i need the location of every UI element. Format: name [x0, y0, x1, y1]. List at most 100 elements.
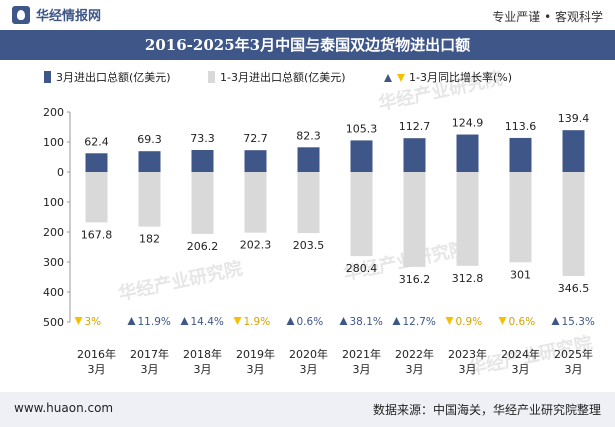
growth-label: 15.3% — [562, 316, 595, 328]
data-label-monthly: 69.3 — [137, 133, 162, 146]
data-label-cumulative: 182 — [139, 233, 160, 246]
data-label-cumulative: 316.2 — [399, 273, 431, 286]
growth-label: 1.9% — [244, 316, 271, 328]
data-label-cumulative: 346.5 — [558, 282, 590, 295]
data-label-cumulative: 312.8 — [452, 272, 484, 285]
data-label-monthly: 72.7 — [243, 132, 268, 145]
growth-label: 14.4% — [191, 316, 224, 328]
bar-cumulative — [456, 172, 479, 266]
growth-down-triangle-icon — [233, 317, 242, 325]
top-bar: 华经情报网 专业严谨 • 客观科学 — [0, 0, 615, 28]
growth-label: 38.1% — [350, 316, 383, 328]
growth-down-triangle-icon — [445, 317, 454, 325]
data-label-cumulative: 206.2 — [187, 240, 219, 253]
x-tick-label-month: 3月 — [459, 363, 477, 376]
x-tick-label-month: 3月 — [194, 363, 212, 376]
legend-swatch-monthly — [44, 71, 51, 83]
growth-label: 0.6% — [297, 316, 324, 328]
tagline: 专业严谨 • 客观科学 — [492, 10, 603, 24]
bar-monthly — [509, 137, 532, 172]
bar-cumulative — [562, 172, 585, 276]
y-tick-label: 100 — [43, 196, 64, 209]
data-label-monthly: 139.4 — [558, 112, 590, 125]
growth-down-triangle-icon — [498, 317, 507, 325]
legend-label-monthly: 3月进出口总额(亿美元) — [56, 70, 171, 84]
x-tick-label-year: 2021年 — [342, 347, 381, 361]
data-label-cumulative: 280.4 — [346, 262, 378, 275]
x-tick-label-year: 2025年 — [554, 347, 593, 361]
data-label-monthly: 112.7 — [399, 120, 431, 133]
bar-monthly — [85, 153, 108, 172]
y-tick-label: 100 — [43, 136, 64, 149]
bar-cumulative — [244, 172, 267, 233]
legend-swatch-cumulative — [208, 71, 215, 83]
data-label-monthly: 82.3 — [296, 129, 321, 142]
x-tick-label-year: 2019年 — [236, 347, 275, 361]
legend-up-triangle-icon — [384, 74, 392, 82]
x-tick-label-month: 3月 — [300, 363, 318, 376]
data-source: 数据来源：中国海关，华经产业研究院整理 — [372, 403, 601, 417]
growth-label: 0.9% — [456, 316, 483, 328]
data-label-cumulative: 167.8 — [81, 228, 113, 241]
site-url[interactable]: www.huaon.com — [14, 401, 114, 415]
x-tick-label-month: 3月 — [565, 363, 583, 376]
x-tick-label-month: 3月 — [141, 363, 159, 376]
bar-monthly — [562, 130, 585, 172]
bar-monthly — [244, 150, 267, 172]
bar-cumulative — [350, 172, 373, 257]
x-tick-label-month: 3月 — [88, 363, 106, 376]
bar-cumulative — [403, 172, 426, 267]
footer: www.huaon.com 数据来源：中国海关，华经产业研究院整理 — [0, 392, 615, 427]
legend-down-triangle-icon — [397, 74, 405, 82]
data-label-monthly: 105.3 — [346, 122, 378, 135]
huajing-logo-icon — [12, 5, 30, 24]
data-label-cumulative: 301 — [510, 268, 531, 281]
x-tick-label-year: 2020年 — [289, 347, 328, 361]
x-tick-label-year: 2018年 — [183, 347, 222, 361]
bar-monthly — [403, 138, 426, 172]
x-tick-label-month: 3月 — [247, 363, 265, 376]
growth-up-triangle-icon — [127, 317, 136, 325]
watermark-0: 华经产业研究院 — [116, 257, 244, 305]
bar-monthly — [191, 150, 214, 172]
legend-label-cumulative: 1-3月进出口总额(亿美元) — [220, 70, 346, 84]
bar-cumulative — [85, 172, 108, 223]
x-tick-label-year: 2017年 — [130, 347, 169, 361]
bar-monthly — [297, 147, 320, 172]
brand[interactable]: 华经情报网 — [12, 5, 101, 24]
bar-cumulative — [138, 172, 161, 227]
brand-name: 华经情报网 — [36, 9, 102, 24]
x-tick-label-month: 3月 — [353, 363, 371, 376]
y-tick-label: 500 — [43, 316, 64, 329]
x-tick-label-year: 2024年 — [501, 347, 540, 361]
growth-label: 0.6% — [509, 316, 536, 328]
growth-label: 3% — [85, 316, 102, 328]
y-tick-label: 0 — [57, 166, 64, 179]
growth-up-triangle-icon — [180, 317, 189, 325]
chart-canvas: 华经产业研究院华经产业研究院华经产业研究院华经产业研究院3月进出口总额(亿美元)… — [43, 67, 595, 380]
x-tick-label-year: 2023年 — [448, 347, 487, 361]
y-tick-label: 200 — [43, 226, 64, 239]
bar-cumulative — [297, 172, 320, 234]
x-tick-label-month: 3月 — [512, 363, 530, 376]
bar-monthly — [350, 140, 373, 172]
growth-up-triangle-icon — [392, 317, 401, 325]
growth-up-triangle-icon — [339, 317, 348, 325]
chart-title: 2016-2025年3月中国与泰国双边货物进出口额 — [144, 36, 471, 54]
data-label-monthly: 113.6 — [505, 120, 537, 133]
x-tick-label-month: 3月 — [406, 363, 424, 376]
x-tick-label-year: 2016年 — [77, 347, 116, 361]
y-tick-label: 400 — [43, 286, 64, 299]
bar-monthly — [456, 134, 479, 172]
data-label-cumulative: 203.5 — [293, 239, 325, 252]
growth-up-triangle-icon — [286, 317, 295, 325]
data-label-monthly: 62.4 — [84, 135, 109, 148]
growth-down-triangle-icon — [74, 317, 83, 325]
legend-label-growth: 1-3月同比增长率(%) — [409, 70, 512, 84]
data-label-monthly: 124.9 — [452, 117, 484, 130]
growth-label: 11.9% — [138, 316, 171, 328]
title-bar: 2016-2025年3月中国与泰国双边货物进出口额 — [0, 30, 615, 60]
y-tick-label: 300 — [43, 256, 64, 269]
bar-cumulative — [509, 172, 532, 263]
y-tick-label: 200 — [43, 106, 64, 119]
